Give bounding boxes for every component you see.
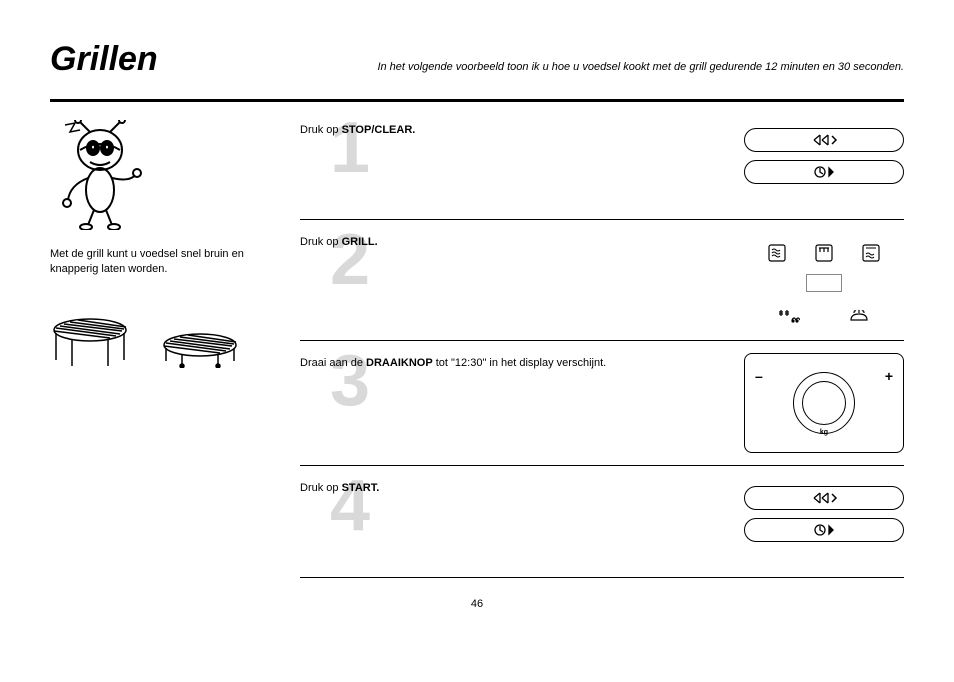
- control-panel-1: [744, 120, 904, 184]
- combi-icon: [862, 244, 880, 262]
- page-title: Grillen: [50, 40, 158, 79]
- step-number: 4: [330, 470, 370, 542]
- defrost-icon: [778, 308, 800, 324]
- page-number: 46: [50, 598, 904, 610]
- step-instruction: Druk op START.: [300, 482, 724, 494]
- step-number: 3: [330, 345, 370, 417]
- step-1: 1 Druk op STOP/CLEAR.: [300, 120, 904, 220]
- step-number: 2: [330, 224, 370, 296]
- control-panel-4: [744, 478, 904, 542]
- dial-plus: +: [885, 368, 893, 384]
- step-instruction: Druk op STOP/CLEAR.: [300, 124, 724, 136]
- start-button[interactable]: [744, 518, 904, 542]
- stop-clear-button[interactable]: [744, 128, 904, 152]
- start-button[interactable]: [744, 160, 904, 184]
- step-3: 3 Draai aan de DRAAIKNOP tot "12:30" in …: [300, 353, 904, 466]
- start-icon: [813, 523, 835, 537]
- control-panel-2: [744, 232, 904, 328]
- dial-control[interactable]: – kg +: [744, 353, 904, 453]
- steps-column: 1 Druk op STOP/CLEAR. 2 Druk op GRILL.: [300, 120, 904, 590]
- stop-clear-icon: [810, 133, 838, 147]
- step-2: 2 Druk op GRILL.: [300, 232, 904, 341]
- mascot-icon: [50, 120, 150, 230]
- page-subtitle: In het volgende voorbeeld toon ik u hoe …: [198, 61, 904, 73]
- auto-cook-icon: [848, 308, 870, 324]
- content-columns: Met de grill kunt u voedsel snel bruin e…: [50, 120, 904, 590]
- dial-knob-icon: kg: [793, 372, 855, 434]
- left-column: Met de grill kunt u voedsel snel bruin e…: [50, 120, 270, 590]
- step-4: 4 Druk op START.: [300, 478, 904, 578]
- grill-racks-illustration: [50, 318, 270, 368]
- intro-text: Met de grill kunt u voedsel snel bruin e…: [50, 247, 270, 278]
- control-panel-3: – kg +: [744, 353, 904, 453]
- grill-icon: [815, 244, 833, 262]
- microwave-icon: [768, 244, 786, 262]
- page-header: Grillen In het volgende voorbeeld toon i…: [50, 40, 904, 79]
- start-icon: [813, 165, 835, 179]
- step-instruction: Draai aan de DRAAIKNOP tot "12:30" in he…: [300, 357, 724, 369]
- step-instruction: Druk op GRILL.: [300, 236, 724, 248]
- divider: [50, 99, 904, 102]
- stop-clear-icon: [810, 491, 838, 505]
- step-number: 1: [330, 112, 370, 184]
- dial-minus: –: [755, 368, 763, 384]
- tall-rack-icon: [50, 318, 130, 368]
- stop-clear-button[interactable]: [744, 486, 904, 510]
- display-blank: [806, 274, 842, 292]
- short-rack-icon: [160, 333, 240, 368]
